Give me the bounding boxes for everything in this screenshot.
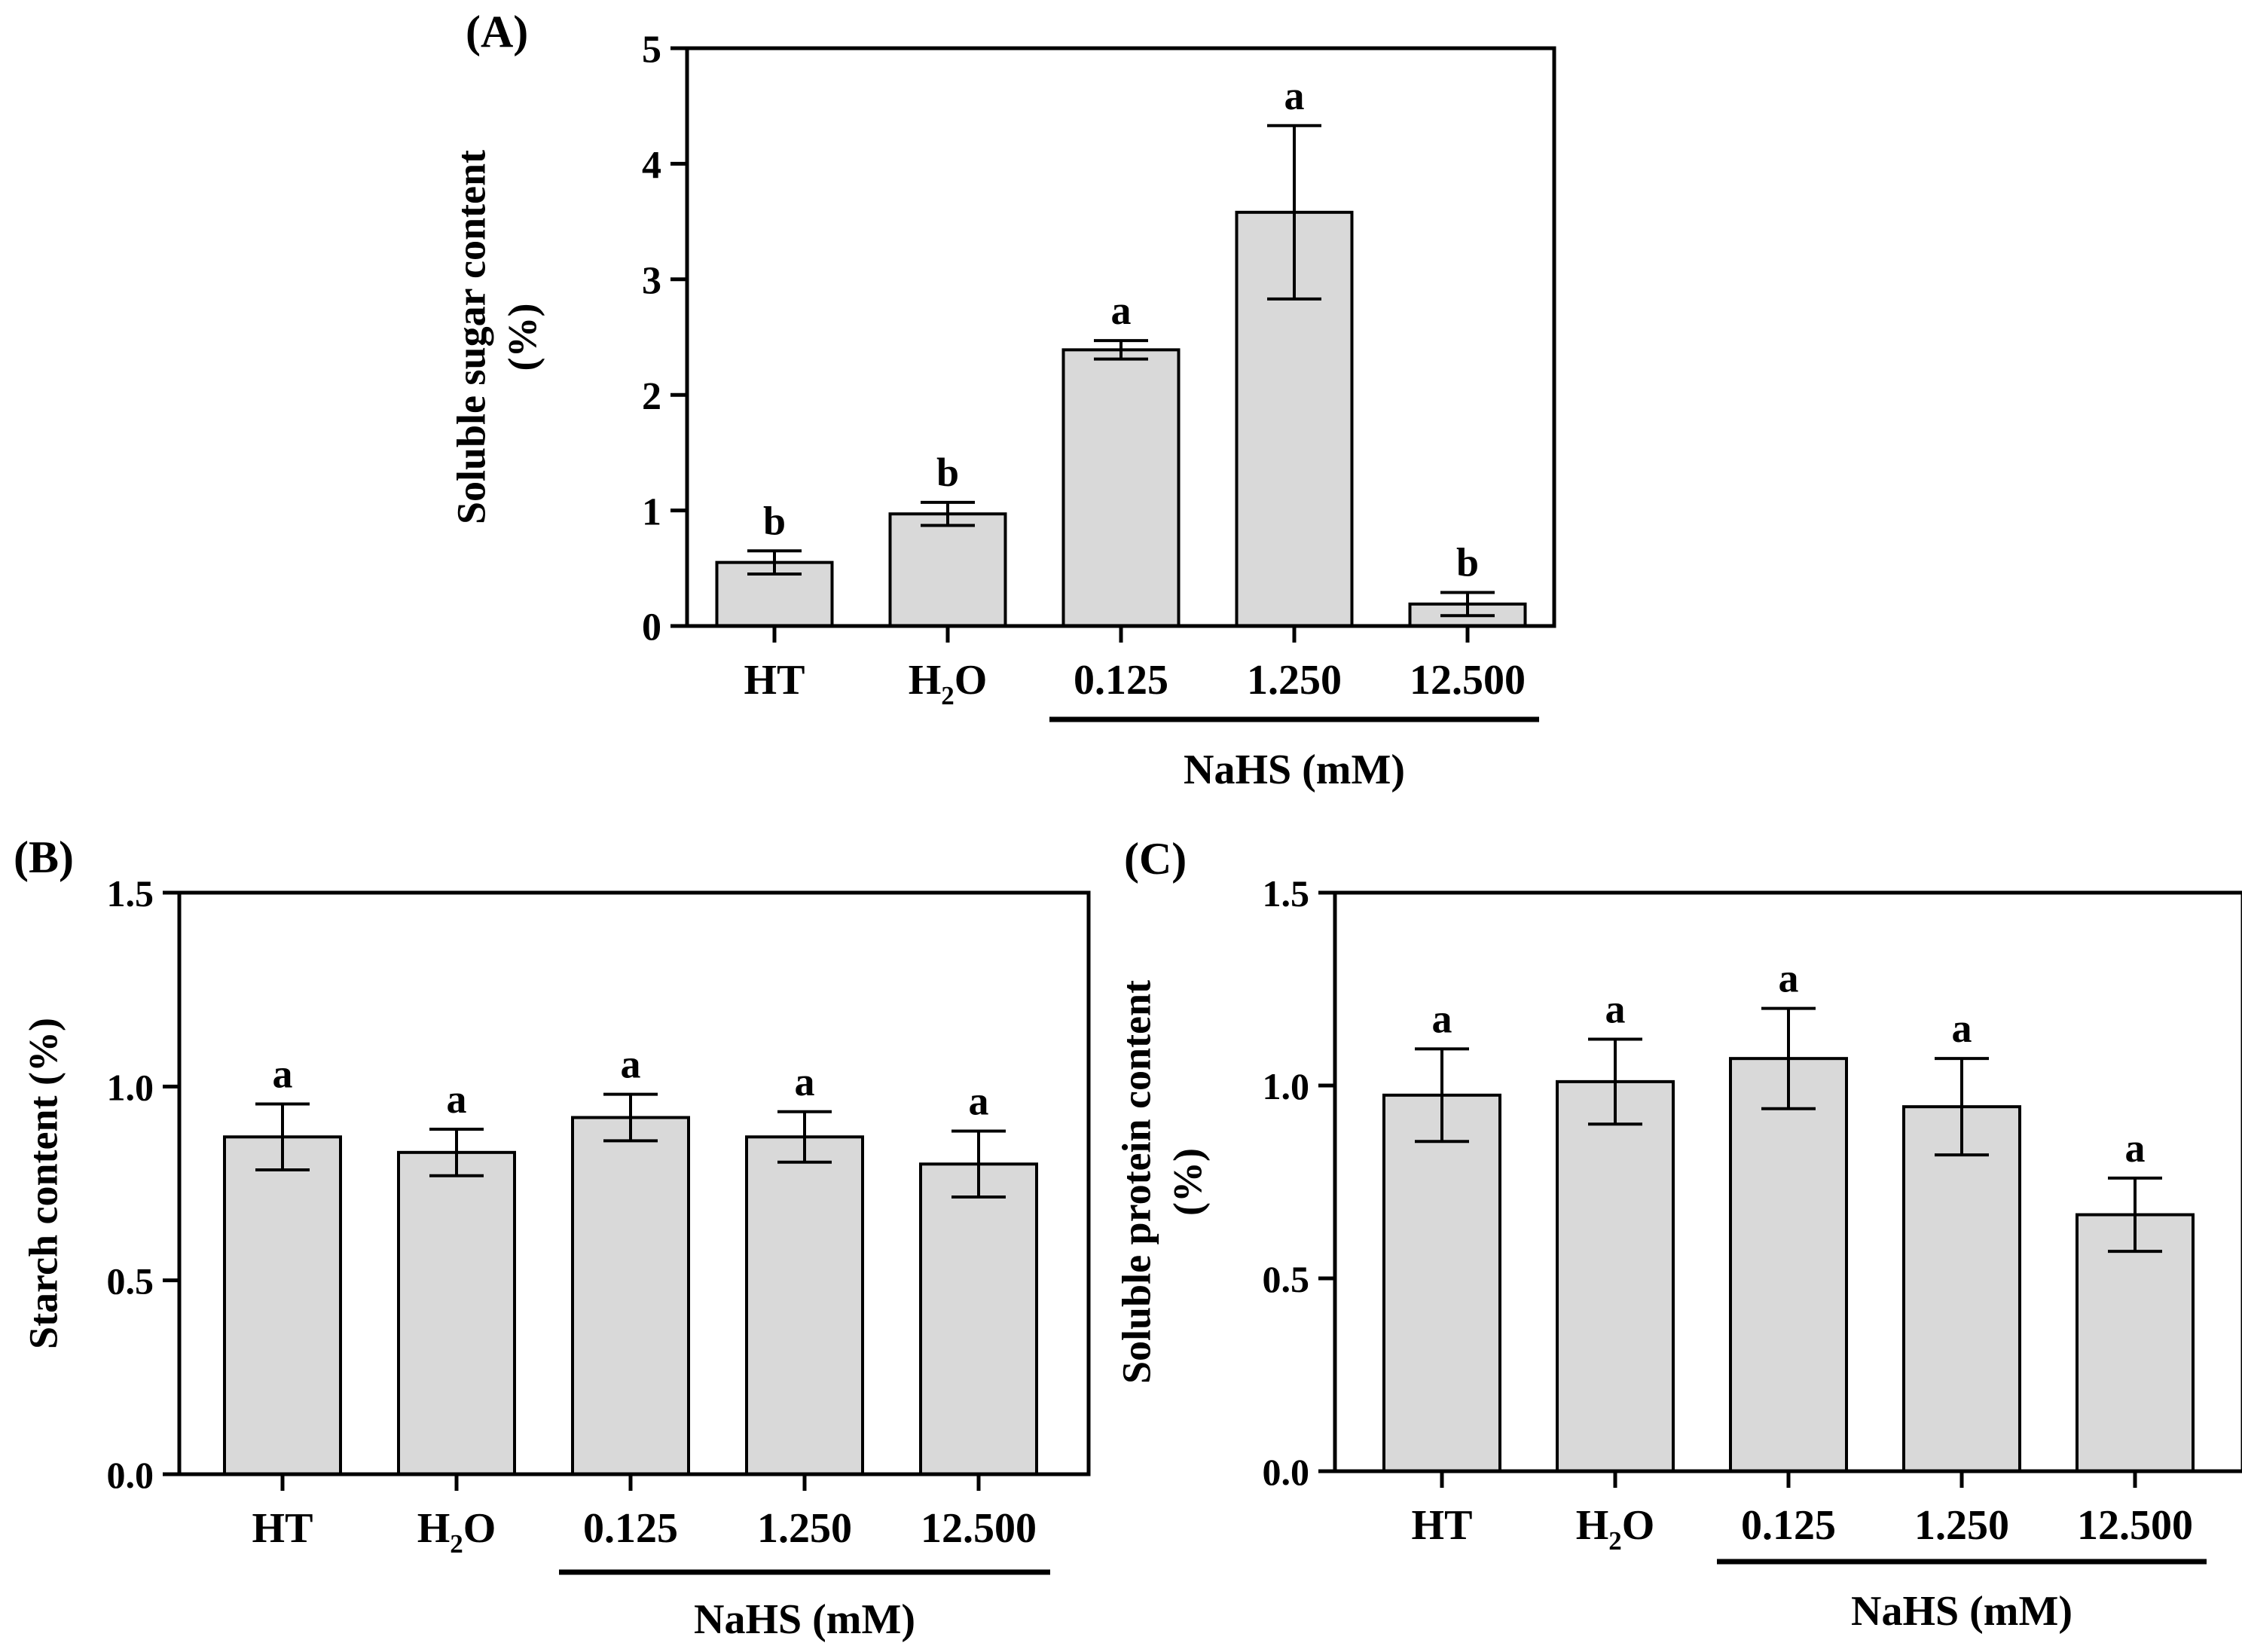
plot-frame [177,890,1091,1476]
significance-letter: a [273,1051,293,1096]
bar [1382,1093,1501,1473]
x-axis-label: NaHS (mM) [694,1596,915,1643]
significance-letter: b [763,498,786,543]
panel-label: (B) [14,832,74,882]
category-label: H2O [1576,1502,1655,1556]
category-label: 0.125 [1074,657,1168,704]
bar [571,1116,690,1476]
significance-letter: a [1605,987,1626,1032]
bar [888,512,1007,628]
y-tick-label: 0.0 [107,1454,154,1496]
y-axis-label: (%) [1165,1148,1210,1216]
y-axis-label: Starch content (%) [20,1018,66,1349]
significance-letter: a [1779,956,1799,1001]
y-tick-label: 0.0 [1263,1451,1310,1493]
significance-letter: a [1432,996,1452,1041]
bar [1556,1079,1675,1473]
bar [397,1150,516,1476]
y-tick-label: 4 [642,144,661,187]
significance-letter: a [2125,1125,2146,1171]
bar [1729,1057,1848,1473]
category-label: 1.250 [1247,657,1342,704]
x-axis-label: NaHS (mM) [1184,747,1405,793]
category-label: H2O [417,1505,496,1559]
category-label: 1.250 [757,1505,852,1552]
y-tick-label: 1 [642,490,661,533]
significance-letter: b [936,450,959,495]
significance-letter: a [1952,1006,1972,1051]
bar [1902,1105,2021,1473]
category-label: 0.125 [583,1505,678,1552]
significance-letter: a [447,1076,467,1122]
chart-panel-3: (C) 0.0 0.5 1.0 1.5 Soluble protein content (%… [1113,834,2242,1635]
y-axis-label: (%) [499,304,545,371]
panel-label: (C) [1124,834,1187,884]
chart-panel-2: (B) 0.0 0.5 1.0 1.5 Starch content (%) a HT a H2O… [14,832,1091,1643]
y-tick-label: 1.5 [107,872,154,915]
significance-letter: a [1111,288,1132,333]
category-label: HT [1412,1502,1473,1549]
category-label: HT [744,657,805,704]
plot-frame [1333,890,2242,1473]
category-label: 12.500 [2077,1502,2193,1549]
x-axis-label: NaHS (mM) [1851,1588,2072,1635]
y-tick-label: 5 [642,29,661,72]
chart-panel-1: (A) 0 1 2 3 4 5 Soluble sugar content (%) b HT b H2O… [448,7,1556,793]
panel-label: (A) [466,7,528,56]
significance-letter: a [795,1059,815,1104]
significance-letter: a [1284,73,1305,118]
significance-letter: a [969,1079,989,1124]
y-tick-label: 1.0 [1263,1065,1310,1107]
significance-letter: a [621,1042,641,1087]
y-tick-label: 1.0 [107,1066,154,1108]
category-label: 12.500 [1410,657,1526,704]
y-tick-label: 0 [642,606,661,649]
category-label: 12.500 [921,1505,1037,1552]
significance-letter: b [1456,540,1479,585]
plot-frame [685,46,1556,628]
bar [223,1135,342,1476]
category-label: HT [252,1505,313,1552]
y-tick-label: 3 [642,260,661,303]
category-label: 0.125 [1741,1502,1836,1549]
y-axis-label: Soluble protein content [1113,980,1159,1384]
bar [745,1135,864,1476]
bar [919,1162,1038,1476]
bar [2076,1213,2195,1473]
bar [1061,348,1181,628]
y-tick-label: 2 [642,375,661,418]
y-tick-label: 1.5 [1263,872,1310,915]
category-label: H2O [909,657,988,710]
y-axis-label: Soluble sugar content [448,150,493,524]
category-label: 1.250 [1914,1502,2009,1549]
y-tick-label: 0.5 [107,1260,154,1302]
y-tick-label: 0.5 [1263,1258,1310,1300]
